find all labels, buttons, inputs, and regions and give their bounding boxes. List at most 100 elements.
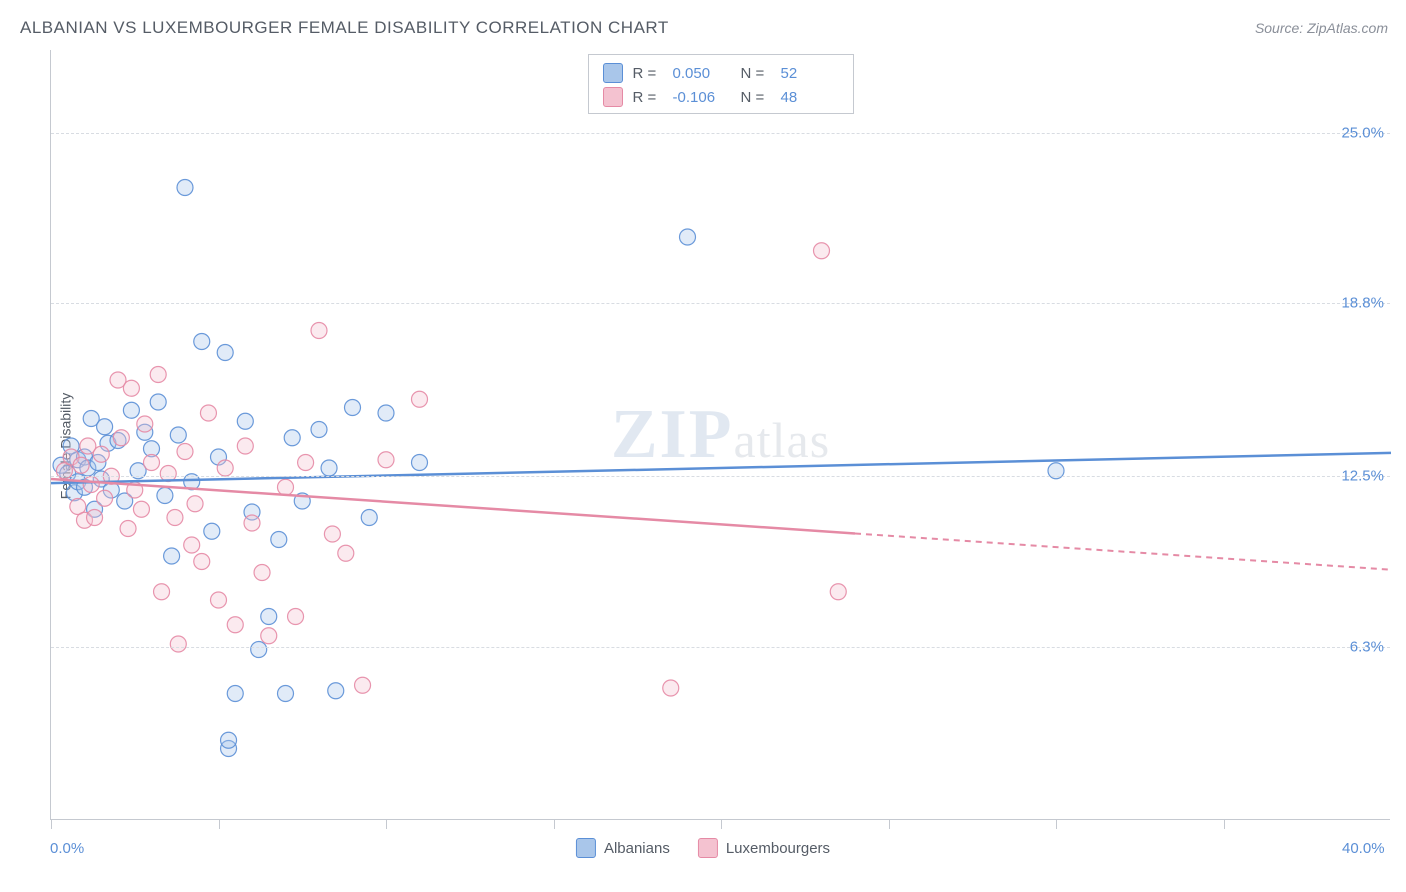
x-tick xyxy=(889,819,890,829)
legend-top: R =0.050N =52R =-0.106N =48 xyxy=(588,54,854,114)
data-point xyxy=(187,496,203,512)
legend-swatch xyxy=(698,838,718,858)
data-point xyxy=(680,229,696,245)
data-point xyxy=(150,394,166,410)
plot-area: ZIPatlas R =0.050N =52R =-0.106N =48 6.3… xyxy=(50,50,1390,820)
data-point xyxy=(177,444,193,460)
data-point xyxy=(271,532,287,548)
source-label: Source: ZipAtlas.com xyxy=(1255,20,1388,36)
x-tick xyxy=(386,819,387,829)
data-point xyxy=(278,479,294,495)
legend-swatch xyxy=(603,63,623,83)
trend-line xyxy=(51,453,1391,483)
x-axis-label: 40.0% xyxy=(1342,840,1385,857)
gridline xyxy=(51,647,1390,648)
data-point xyxy=(237,438,253,454)
data-point xyxy=(814,243,830,259)
legend-swatch xyxy=(576,838,596,858)
data-point xyxy=(204,523,220,539)
data-point xyxy=(184,537,200,553)
legend-r-label: R = xyxy=(633,65,663,82)
data-point xyxy=(412,391,428,407)
legend-n-value: 48 xyxy=(781,89,839,106)
x-tick xyxy=(554,819,555,829)
data-point xyxy=(217,460,233,476)
gridline xyxy=(51,303,1390,304)
data-point xyxy=(123,402,139,418)
data-point xyxy=(133,501,149,517)
x-tick xyxy=(219,819,220,829)
data-point xyxy=(137,416,153,432)
x-tick xyxy=(51,819,52,829)
legend-r-label: R = xyxy=(633,89,663,106)
data-point xyxy=(73,457,89,473)
data-point xyxy=(157,488,173,504)
legend-row: R = -0.106 N = 48 xyxy=(603,85,839,109)
data-point xyxy=(164,548,180,564)
data-point xyxy=(345,400,361,416)
data-point xyxy=(113,430,129,446)
data-point xyxy=(324,526,340,542)
data-point xyxy=(412,455,428,471)
data-point xyxy=(663,680,679,696)
y-tick-label: 25.0% xyxy=(1341,124,1384,141)
data-point xyxy=(170,427,186,443)
data-point xyxy=(93,446,109,462)
data-point xyxy=(167,510,183,526)
chart-container: ALBANIAN VS LUXEMBOURGER FEMALE DISABILI… xyxy=(0,0,1406,892)
data-point xyxy=(278,686,294,702)
legend-n-label: N = xyxy=(741,65,771,82)
data-point xyxy=(244,515,260,531)
data-point xyxy=(120,521,136,537)
chart-title: ALBANIAN VS LUXEMBOURGER FEMALE DISABILI… xyxy=(20,18,669,38)
legend-row: R =0.050N =52 xyxy=(603,61,839,85)
legend-bottom: Albanians Luxembourgers xyxy=(576,838,830,858)
legend-swatch xyxy=(603,87,623,107)
legend-item: Albanians xyxy=(576,838,670,858)
data-point xyxy=(254,565,270,581)
data-point xyxy=(227,686,243,702)
gridline xyxy=(51,476,1390,477)
data-point xyxy=(150,367,166,383)
data-point xyxy=(328,683,344,699)
x-tick xyxy=(721,819,722,829)
data-point xyxy=(200,405,216,421)
data-point xyxy=(361,510,377,526)
y-tick-label: 12.5% xyxy=(1341,468,1384,485)
legend-series-name: Luxembourgers xyxy=(726,840,830,857)
data-point xyxy=(87,510,103,526)
data-point xyxy=(83,477,99,493)
data-point xyxy=(144,455,160,471)
data-point xyxy=(97,419,113,435)
data-point xyxy=(170,636,186,652)
legend-item: Luxembourgers xyxy=(698,838,830,858)
data-point xyxy=(355,677,371,693)
data-point xyxy=(298,455,314,471)
data-point xyxy=(311,422,327,438)
data-point xyxy=(338,545,354,561)
data-point xyxy=(221,732,237,748)
data-point xyxy=(284,430,300,446)
data-point xyxy=(194,334,210,350)
data-point xyxy=(311,323,327,339)
legend-n-value: 52 xyxy=(781,65,839,82)
data-point xyxy=(194,554,210,570)
data-point xyxy=(237,413,253,429)
trend-line-extrapolated xyxy=(855,533,1391,569)
legend-n-label: N = xyxy=(741,89,771,106)
data-point xyxy=(123,380,139,396)
gridline xyxy=(51,133,1390,134)
data-point xyxy=(160,466,176,482)
data-point xyxy=(830,584,846,600)
legend-series-name: Albanians xyxy=(604,840,670,857)
data-point xyxy=(97,490,113,506)
legend-r-value: -0.106 xyxy=(673,89,731,106)
data-point xyxy=(217,345,233,361)
data-point xyxy=(321,460,337,476)
y-tick-label: 6.3% xyxy=(1350,638,1384,655)
data-point xyxy=(227,617,243,633)
data-point xyxy=(154,584,170,600)
data-point xyxy=(378,452,394,468)
data-point xyxy=(177,180,193,196)
x-axis-label: 0.0% xyxy=(50,840,84,857)
